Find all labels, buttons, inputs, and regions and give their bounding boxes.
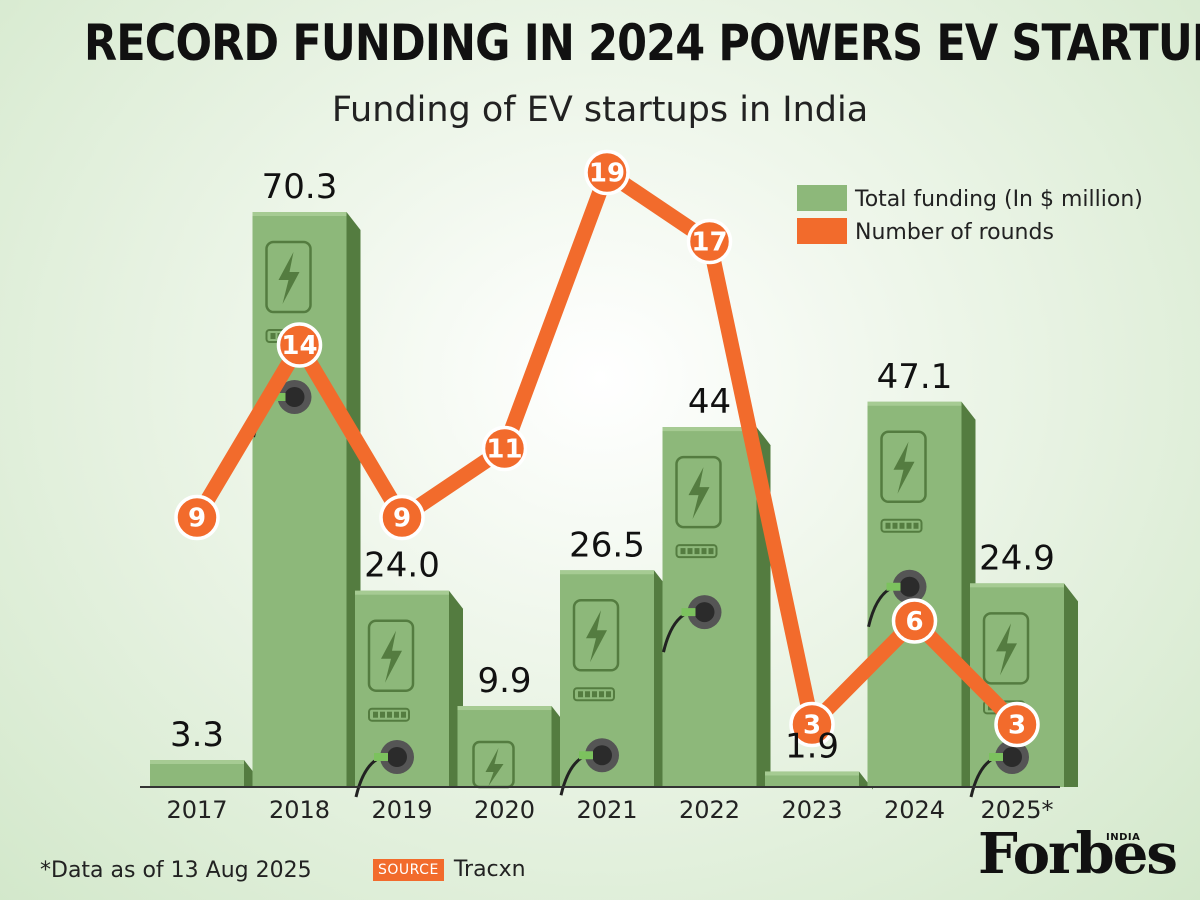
rounds-value-label: 6	[905, 607, 923, 637]
funding-bar-2020	[457, 706, 566, 789]
rounds-value-label: 3	[803, 711, 821, 741]
bar-value-label-2020: 9.9	[477, 661, 531, 701]
legend-swatch-funding	[797, 185, 847, 211]
rounds-value-label: 17	[691, 228, 727, 258]
x-tick-label-2019: 2019	[371, 796, 432, 824]
footnote: *Data as of 13 Aug 2025	[40, 858, 312, 883]
legend: Total funding (In $ million) Number of r…	[797, 185, 1143, 245]
bar-value-label-2019: 24.0	[364, 546, 440, 586]
source-tag: SOURCE	[373, 858, 444, 881]
rounds-marker-2020: 11	[481, 425, 528, 472]
lightning-bolt-icon	[485, 748, 504, 787]
plug-head	[886, 582, 901, 591]
charger-screen	[982, 612, 1030, 685]
plug-head	[681, 608, 696, 617]
bar-side-face	[1064, 583, 1078, 787]
rounds-marker-2025*: 3	[994, 701, 1040, 748]
funding-bar-2017	[150, 760, 258, 787]
battery-indicator-icon	[675, 544, 718, 559]
forbes-logo: Forbes	[978, 821, 1178, 887]
battery-indicator-icon	[573, 687, 615, 702]
rounds-marker-2017: 9	[174, 494, 220, 541]
lightning-bolt-icon	[996, 623, 1017, 676]
rounds-value-label: 3	[1008, 711, 1026, 741]
funding-bar-2018	[252, 212, 361, 787]
source-name: Tracxn	[453, 857, 526, 882]
plug-head	[374, 753, 388, 761]
rounds-value-label: 19	[589, 159, 625, 189]
rounds-value-label: 9	[188, 504, 206, 534]
labels-layer: 3.3 2017 70.3 2018 24.0 2019 9.9 2020 26.5 2021 44…	[166, 167, 1054, 824]
charger-screen	[572, 599, 620, 672]
rounds-value-label: 14	[281, 331, 317, 361]
plug-head	[271, 393, 286, 401]
bar-value-label-2025*: 24.9	[979, 538, 1055, 578]
bar-value-label-2018: 70.3	[262, 167, 338, 207]
rounds-marker-2021: 19	[584, 149, 630, 196]
bar-value-label-2022: 44	[688, 382, 731, 422]
funding-bar-2024	[867, 401, 976, 787]
x-tick-label-2017: 2017	[166, 796, 227, 824]
funding-bar-2019	[354, 590, 463, 798]
bar-value-label-2017: 3.3	[170, 715, 224, 755]
chart-subtitle: Funding of EV startups in India	[331, 90, 869, 130]
bars-layer	[150, 212, 1078, 798]
lightning-bolt-icon	[381, 630, 402, 683]
bar-value-label-2023: 1.9	[785, 726, 839, 766]
charger-screen	[880, 430, 927, 504]
lightning-bolt-icon	[688, 467, 710, 520]
source-credit: SOURCE Tracxn	[373, 857, 526, 882]
x-tick-label-2025*: 2025*	[980, 796, 1053, 824]
bar-value-label-2024: 47.1	[877, 357, 953, 397]
bar-front-face	[150, 760, 244, 787]
x-tick-label-2020: 2020	[474, 796, 535, 824]
bar-top-edge	[867, 401, 962, 406]
lightning-bolt-icon	[893, 441, 915, 494]
bar-top-edge	[560, 570, 654, 575]
charger-screen	[675, 455, 722, 529]
x-tick-label-2022: 2022	[679, 796, 740, 824]
rounds-value-label: 9	[393, 504, 411, 534]
forbes-edition: INDIA	[1106, 832, 1141, 843]
battery-indicator-icon	[880, 518, 923, 533]
battery-indicator-icon	[368, 707, 410, 722]
chart-title: RECORD FUNDING IN 2024 POWERS EV STARTUP…	[84, 14, 1200, 72]
funding-bar-2022	[662, 427, 771, 787]
bar-top-edge	[150, 760, 244, 765]
bar-top-edge	[252, 212, 347, 216]
bar-front-face	[457, 706, 552, 787]
legend-label-rounds: Number of rounds	[855, 220, 1054, 245]
bar-top-edge	[970, 583, 1064, 588]
charger-screen	[265, 240, 312, 314]
rounds-value-label: 11	[486, 435, 522, 465]
bar-value-label-2021: 26.5	[569, 525, 645, 565]
rounds-marker-2023: 3	[789, 701, 835, 748]
bar-top-edge	[765, 771, 859, 776]
plug-head	[989, 753, 1003, 761]
rounds-marker-2022: 17	[686, 218, 733, 265]
plug-head	[579, 751, 593, 760]
rounds-marker-2018: 14	[276, 322, 323, 368]
funding-bar-2025*	[969, 583, 1078, 798]
rounds-line-layer: 9 14 9 11 19 17 3 6 3	[174, 149, 1040, 748]
legend-swatch-rounds	[797, 218, 847, 244]
legend-label-funding: Total funding (In $ million)	[854, 187, 1143, 212]
x-tick-label-2023: 2023	[781, 796, 842, 824]
charger-screen	[367, 619, 415, 692]
rounds-marker-2024: 6	[891, 598, 938, 644]
lightning-bolt-icon	[278, 252, 300, 304]
bar-top-edge	[662, 427, 757, 432]
x-tick-label-2018: 2018	[269, 796, 330, 824]
bar-top-edge	[355, 590, 449, 595]
bar-top-edge	[457, 706, 552, 711]
rounds-marker-2019: 9	[379, 494, 425, 541]
funding-bar-2021	[559, 570, 668, 796]
lightning-bolt-icon	[586, 610, 607, 663]
x-tick-label-2024: 2024	[884, 796, 945, 824]
x-tick-label-2021: 2021	[576, 796, 637, 824]
